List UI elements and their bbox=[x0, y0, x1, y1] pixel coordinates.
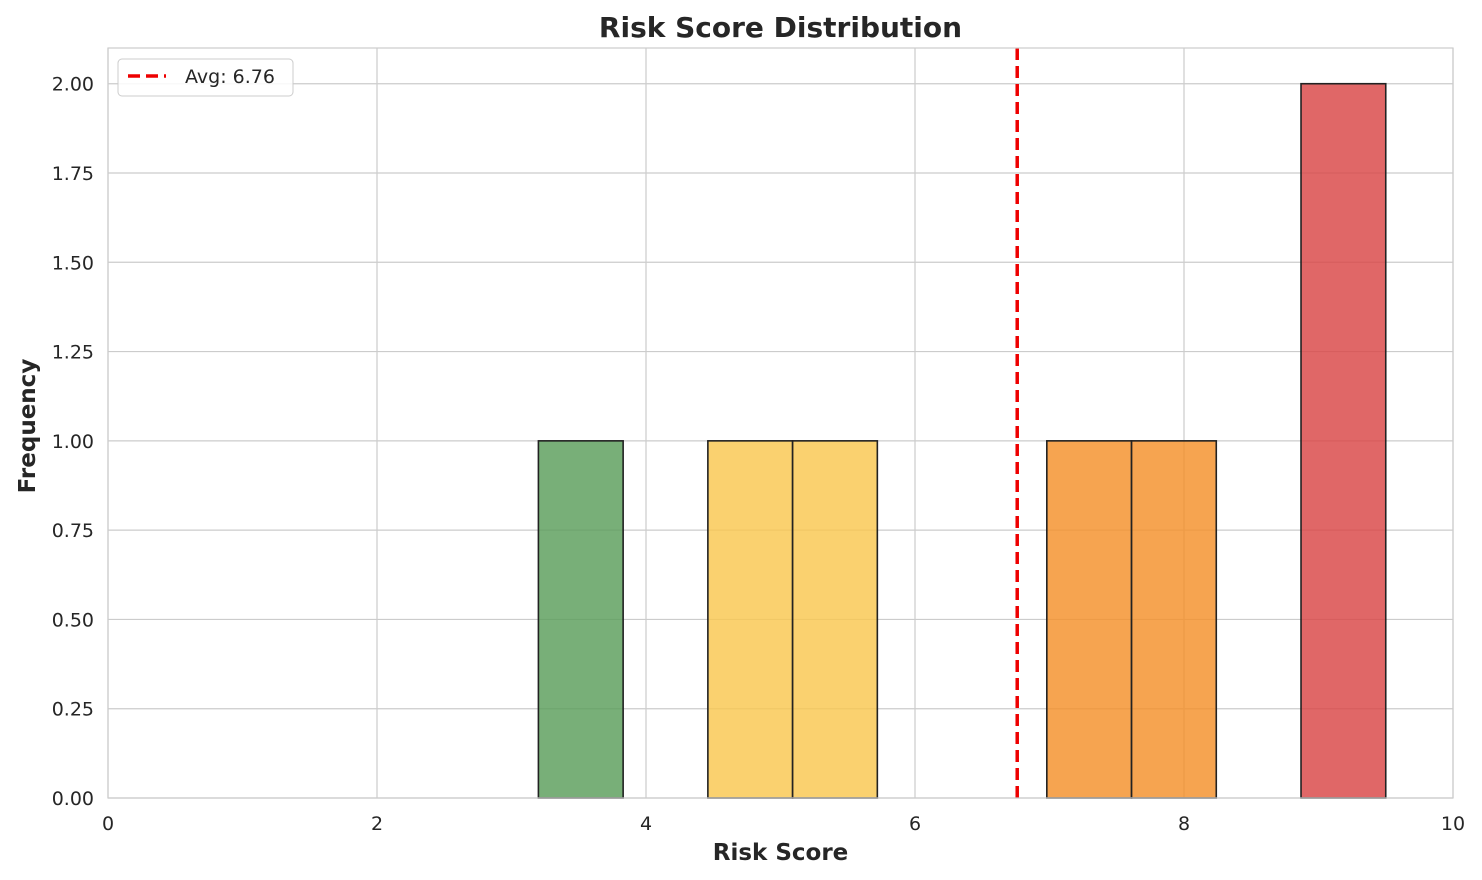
histogram-bar bbox=[537, 440, 624, 799]
x-tick-label: 10 bbox=[1441, 813, 1465, 835]
y-axis-label: Frequency bbox=[15, 359, 41, 494]
y-tick-label: 2.00 bbox=[52, 74, 94, 96]
histogram-bar bbox=[1046, 440, 1133, 799]
y-tick-label: 0.00 bbox=[52, 788, 94, 810]
histogram-bar bbox=[791, 440, 879, 799]
legend: Avg: 6.76 bbox=[117, 58, 294, 97]
y-tick-label: 1.50 bbox=[52, 252, 94, 274]
x-tick-label: 8 bbox=[1178, 813, 1190, 835]
x-tick-labels: 0 2 4 6 8 10 bbox=[102, 813, 1465, 835]
x-tick-label: 6 bbox=[909, 813, 921, 835]
x-tick-label: 4 bbox=[640, 813, 652, 835]
x-tick-label: 2 bbox=[371, 813, 383, 835]
y-tick-label: 0.25 bbox=[52, 699, 94, 721]
y-tick-label: 1.25 bbox=[52, 342, 94, 364]
legend-box bbox=[117, 58, 294, 97]
y-tick-label: 1.00 bbox=[52, 431, 94, 453]
histogram-bar bbox=[707, 440, 794, 799]
chart-title: Risk Score Distribution bbox=[599, 11, 962, 44]
x-axis-label: Risk Score bbox=[713, 840, 849, 866]
plot-frame bbox=[107, 47, 1454, 799]
y-tick-label: 0.75 bbox=[52, 520, 94, 542]
y-tick-label: 1.75 bbox=[52, 163, 94, 185]
legend-average-label: Avg: 6.76 bbox=[185, 66, 275, 88]
y-tick-label: 0.50 bbox=[52, 609, 94, 631]
y-tick-labels: 0.00 0.25 0.50 0.75 1.00 1.25 1.50 1.75 2.00 bbox=[52, 74, 94, 810]
x-tick-label: 0 bbox=[102, 813, 114, 835]
histogram-bar bbox=[1130, 440, 1218, 799]
bars-group bbox=[537, 82, 1387, 799]
histogram-bar bbox=[1300, 82, 1387, 799]
